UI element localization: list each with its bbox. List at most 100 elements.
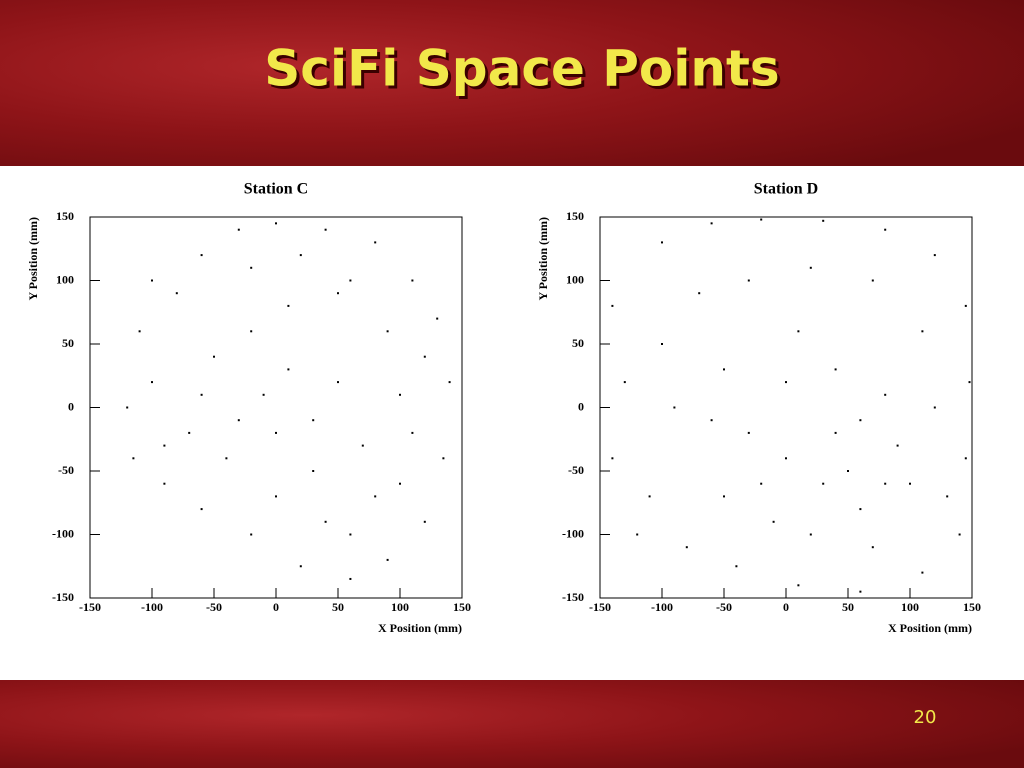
data-point: [859, 590, 862, 593]
data-point: [648, 495, 651, 498]
data-point: [673, 406, 676, 409]
data-point: [710, 222, 713, 225]
y-tick-label: 0: [68, 399, 74, 413]
data-point: [611, 304, 614, 307]
footer-band: [0, 680, 1024, 768]
y-tick-label: -50: [568, 463, 584, 477]
data-point: [312, 419, 315, 422]
data-point: [200, 254, 203, 257]
data-point: [386, 330, 389, 333]
y-tick-label: 50: [62, 336, 74, 350]
data-point: [399, 482, 401, 485]
slide-title: SciFi Space Points: [264, 40, 779, 98]
data-point: [324, 520, 327, 523]
data-point: [834, 368, 837, 371]
data-point: [237, 419, 240, 422]
data-point: [442, 457, 445, 460]
data-point: [132, 457, 135, 460]
data-point: [423, 355, 426, 358]
data-point: [337, 381, 339, 384]
data-point: [337, 292, 339, 295]
data-point: [250, 533, 253, 536]
x-axis-label: X Position (mm): [378, 621, 462, 635]
data-point: [834, 431, 837, 434]
data-point: [747, 431, 750, 434]
data-point: [946, 495, 949, 498]
data-point: [299, 254, 302, 257]
data-point: [275, 495, 277, 498]
x-tick-label: -50: [206, 600, 222, 614]
x-axis-label: X Position (mm): [888, 621, 972, 635]
data-point: [760, 218, 763, 221]
data-point: [636, 533, 639, 536]
data-point: [411, 279, 414, 282]
data-point: [275, 431, 277, 434]
data-point: [871, 279, 874, 282]
data-point: [859, 508, 862, 511]
data-point: [423, 520, 426, 523]
plot-frame: [599, 216, 973, 599]
data-point: [411, 431, 414, 434]
y-tick-label: -100: [562, 526, 584, 540]
y-tick-label: 150: [56, 209, 74, 223]
data-point: [213, 355, 215, 358]
data-point: [884, 228, 887, 231]
y-tick-label: 50: [572, 336, 584, 350]
x-tick-label: 150: [453, 600, 471, 614]
title-shadow: SciFi Space Points: [267, 43, 782, 101]
data-point: [964, 304, 967, 307]
data-point: [760, 482, 763, 485]
data-point: [237, 228, 240, 231]
x-tick-label: 50: [332, 600, 344, 614]
data-point: [847, 470, 849, 472]
data-point: [126, 406, 129, 409]
data-point: [723, 368, 725, 371]
y-tick-label: -100: [52, 526, 74, 540]
data-point: [896, 444, 899, 447]
data-point: [822, 219, 825, 222]
y-axis-label: Y Position (mm): [536, 217, 550, 301]
data-point: [262, 393, 265, 396]
y-tick-label: -150: [562, 590, 584, 604]
data-point: [958, 533, 961, 536]
page-number: 20: [914, 707, 937, 728]
y-tick-label: -150: [52, 590, 74, 604]
data-point: [933, 254, 936, 257]
data-point: [735, 565, 738, 568]
y-tick-label: 100: [56, 272, 74, 286]
data-point: [448, 381, 451, 384]
data-point: [884, 393, 887, 396]
x-tick-label: -100: [141, 600, 163, 614]
data-point: [968, 381, 971, 384]
data-point: [250, 330, 253, 333]
data-point: [822, 482, 825, 485]
data-point: [611, 457, 614, 460]
data-point: [623, 381, 626, 384]
data-point: [225, 457, 228, 460]
data-point: [797, 330, 800, 333]
data-point: [163, 444, 166, 447]
data-point: [710, 419, 713, 422]
data-point: [200, 508, 203, 511]
data-point: [188, 431, 191, 434]
plot-frame: [89, 216, 463, 599]
data-point: [723, 495, 725, 498]
data-point: [175, 292, 178, 295]
x-tick-label: 100: [901, 600, 919, 614]
data-point: [933, 406, 936, 409]
data-point: [386, 558, 389, 561]
data-point: [374, 495, 377, 498]
x-tick-label: 50: [842, 600, 854, 614]
y-tick-label: -50: [58, 463, 74, 477]
data-point: [287, 304, 290, 307]
data-point: [909, 482, 911, 485]
y-tick-label: 100: [566, 272, 584, 286]
data-point: [685, 546, 688, 549]
data-point: [250, 266, 253, 269]
data-point: [299, 565, 302, 568]
x-tick-label: 100: [391, 600, 409, 614]
data-point: [661, 241, 663, 244]
data-point: [349, 533, 352, 536]
data-point: [275, 222, 277, 225]
data-point: [361, 444, 364, 447]
